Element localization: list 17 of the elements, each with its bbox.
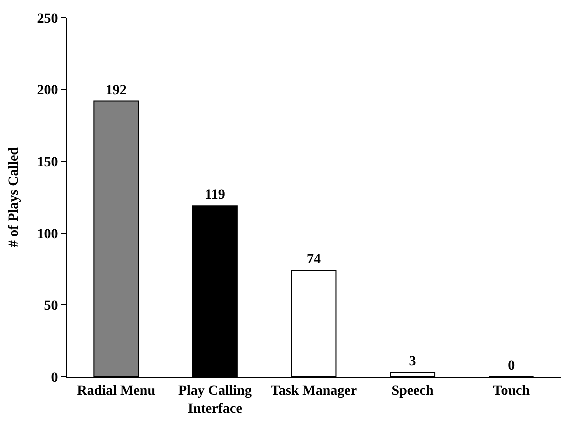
data-label: 192 — [106, 83, 127, 98]
x-tick-label: Touch — [493, 384, 530, 399]
x-tick-label: Task Manager — [270, 384, 358, 399]
data-label: 119 — [205, 188, 226, 204]
data-label: 3 — [409, 354, 416, 370]
y-tick-label: 200 — [37, 84, 58, 99]
y-tick-label: 100 — [37, 227, 58, 242]
y-axis-title: # of Plays Called — [6, 147, 22, 248]
data-label: 74 — [307, 252, 321, 268]
y-tick-label: 250 — [37, 12, 58, 27]
y-tick-label: 0 — [51, 370, 58, 386]
x-tick-label: Speech — [392, 384, 434, 399]
y-tick-label: 150 — [37, 156, 58, 170]
data-label: 0 — [508, 359, 516, 374]
x-tick-label: Radial Menu — [77, 384, 156, 399]
x-tick-label: Play Calling Interface — [178, 384, 252, 417]
y-tick-label: 50 — [44, 299, 58, 314]
